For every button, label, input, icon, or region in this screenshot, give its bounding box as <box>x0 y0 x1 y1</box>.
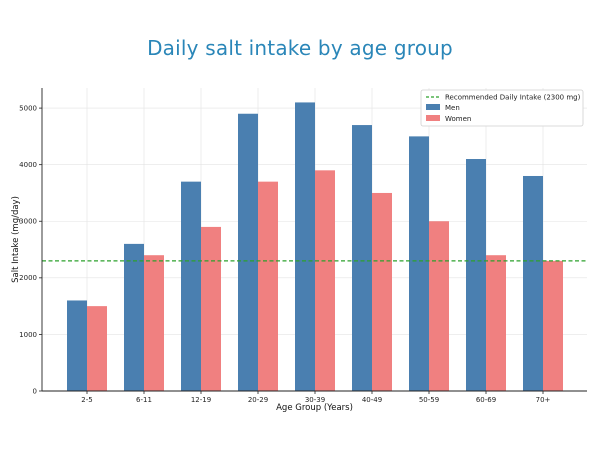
y-axis-label: Salt Intake (mg/day) <box>11 196 21 283</box>
legend-men-label: Men <box>445 104 460 112</box>
legend-women-label: Women <box>445 115 471 123</box>
y-tick-label-3: 3000 <box>19 218 37 226</box>
bar-men-70+ <box>523 175 543 391</box>
bar-men-30-39 <box>295 102 315 391</box>
bar-women-12-19 <box>201 226 221 391</box>
bar-men-40-49 <box>352 125 372 392</box>
bar-groups <box>67 102 563 392</box>
y-tick-label-4: 4000 <box>19 161 37 169</box>
legend-reference-label: Recommended Daily Intake (2300 mg) <box>445 94 581 102</box>
bar-men-20-29 <box>238 113 258 392</box>
bar-women-70+ <box>543 260 563 391</box>
bar-women-60-69 <box>486 255 506 391</box>
bar-men-6-11 <box>124 243 144 391</box>
y-tick-label-1: 1000 <box>19 331 37 339</box>
legend-women-swatch <box>426 115 440 121</box>
x-tick-label-7: 60-69 <box>476 396 496 404</box>
bar-men-12-19 <box>181 181 201 391</box>
legend-box <box>420 89 584 127</box>
axes <box>41 88 587 392</box>
chart-title: Daily salt intake by age group <box>147 36 453 60</box>
bar-women-40-49 <box>372 192 392 391</box>
bar-women-30-39 <box>315 170 335 391</box>
y-tick-label-5: 5000 <box>19 104 37 112</box>
y-tick-label-2: 2000 <box>19 274 37 282</box>
bar-women-6-11 <box>144 255 164 391</box>
bar-women-50-59 <box>429 221 449 391</box>
x-tick-label-2: 12-19 <box>191 396 211 404</box>
x-tick-label-3: 20-29 <box>248 396 268 404</box>
legend-men-swatch <box>426 104 440 110</box>
bar-women-2-5 <box>87 306 107 391</box>
bar-men-60-69 <box>466 159 486 391</box>
x-ticks: 2-5 6-11 12-19 20-29 30-39 40-49 50-59 60-69 70+ <box>81 391 551 404</box>
y-ticks: 0 1000 2000 3000 4000 5000 <box>19 104 42 395</box>
x-tick-label-6: 50-59 <box>419 396 439 404</box>
x-tick-label-8: 70+ <box>536 396 551 404</box>
x-tick-label-5: 40-49 <box>362 396 382 404</box>
bar-women-20-29 <box>258 181 278 391</box>
x-tick-label-1: 6-11 <box>136 396 152 404</box>
x-tick-label-4: 30-39 <box>305 396 325 404</box>
legend: Recommended Daily Intake (2300 mg) Men W… <box>420 89 584 127</box>
x-tick-label-0: 2-5 <box>81 396 92 404</box>
x-axis-label: Age Group (Years) <box>276 403 353 413</box>
bar-men-2-5 <box>67 300 87 391</box>
y-tick-label-0: 0 <box>33 387 37 395</box>
bar-men-50-59 <box>409 136 429 391</box>
